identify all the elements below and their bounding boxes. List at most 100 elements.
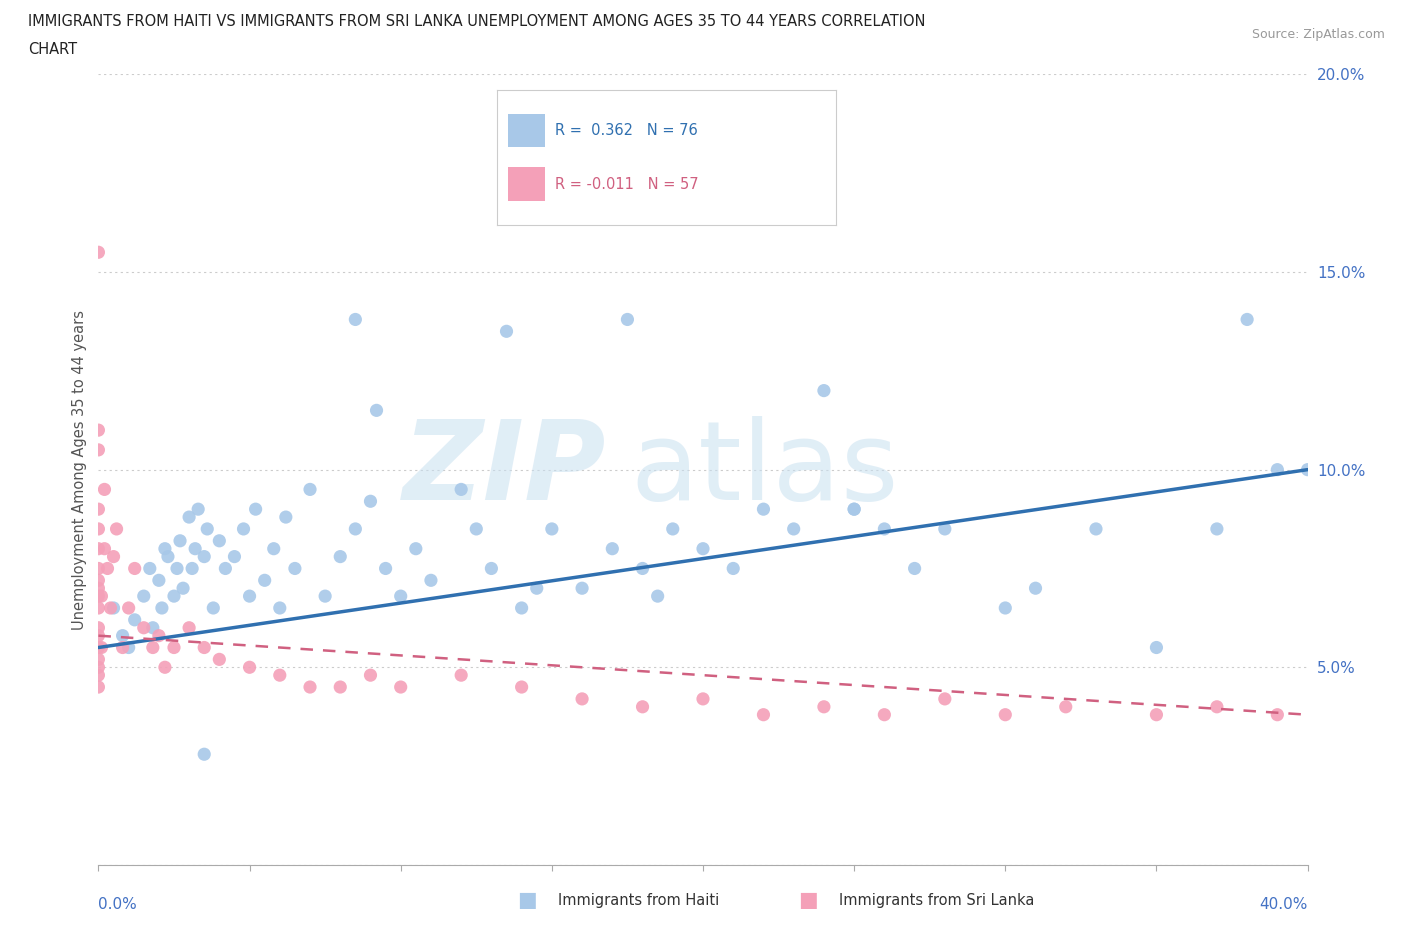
Point — [540, 522, 562, 537]
Point — [571, 692, 593, 707]
Point — [124, 612, 146, 627]
Point — [389, 680, 412, 695]
Point — [844, 502, 866, 517]
Point — [87, 601, 110, 616]
Point — [179, 620, 201, 635]
Point — [193, 640, 215, 655]
Point — [153, 660, 176, 675]
Point — [450, 482, 472, 497]
Point — [344, 312, 367, 327]
Point — [366, 403, 388, 418]
Point — [1206, 699, 1229, 714]
Point — [299, 482, 322, 497]
Point — [187, 502, 209, 517]
Point — [224, 549, 246, 564]
Point — [602, 541, 624, 556]
Point — [284, 561, 307, 576]
Point — [124, 561, 146, 576]
Point — [1146, 640, 1168, 655]
Text: ■: ■ — [517, 890, 537, 910]
Point — [87, 561, 110, 576]
Text: atlas: atlas — [630, 416, 898, 524]
Point — [96, 561, 118, 576]
Point — [156, 549, 179, 564]
Point — [647, 589, 669, 604]
Point — [1054, 699, 1077, 714]
Text: 40.0%: 40.0% — [1260, 897, 1308, 911]
Point — [813, 699, 835, 714]
Point — [269, 601, 291, 616]
Point — [118, 601, 141, 616]
Point — [87, 620, 110, 635]
Point — [148, 573, 170, 588]
Point — [87, 573, 110, 588]
Point — [314, 589, 336, 604]
Point — [1267, 462, 1289, 477]
Text: ZIP: ZIP — [402, 416, 606, 524]
Point — [752, 502, 775, 517]
Point — [329, 680, 352, 695]
Point — [510, 601, 533, 616]
Point — [163, 589, 186, 604]
Text: Immigrants from Sri Lanka: Immigrants from Sri Lanka — [839, 893, 1035, 908]
Point — [214, 561, 236, 576]
Text: Immigrants from Haiti: Immigrants from Haiti — [558, 893, 720, 908]
Point — [103, 549, 125, 564]
Point — [1296, 462, 1319, 477]
Point — [510, 680, 533, 695]
Point — [153, 541, 176, 556]
Text: 0.0%: 0.0% — [98, 897, 138, 911]
Point — [193, 747, 215, 762]
Point — [111, 640, 134, 655]
Point — [103, 601, 125, 616]
Point — [873, 522, 896, 537]
Point — [1206, 522, 1229, 537]
Point — [208, 534, 231, 549]
Point — [245, 502, 267, 517]
Point — [142, 640, 165, 655]
Point — [465, 522, 488, 537]
Point — [169, 534, 191, 549]
Point — [93, 482, 115, 497]
Point — [344, 522, 367, 537]
Point — [132, 620, 155, 635]
Y-axis label: Unemployment Among Ages 35 to 44 years: Unemployment Among Ages 35 to 44 years — [72, 310, 87, 630]
Point — [111, 629, 134, 644]
Point — [179, 510, 201, 525]
Point — [360, 494, 382, 509]
Point — [631, 561, 654, 576]
Point — [208, 652, 231, 667]
Text: ■: ■ — [799, 890, 818, 910]
Point — [274, 510, 297, 525]
Point — [481, 561, 503, 576]
Point — [269, 668, 291, 683]
Point — [87, 541, 110, 556]
Point — [616, 312, 638, 327]
Point — [87, 443, 110, 458]
Point — [105, 522, 128, 537]
Point — [132, 589, 155, 604]
Point — [1146, 707, 1168, 722]
Point — [873, 707, 896, 722]
Point — [1085, 522, 1108, 537]
Point — [93, 541, 115, 556]
Point — [202, 601, 225, 616]
Point — [844, 502, 866, 517]
Point — [692, 692, 714, 707]
Point — [752, 707, 775, 722]
Point — [526, 580, 548, 596]
Point — [263, 541, 285, 556]
Point — [118, 640, 141, 655]
Point — [420, 573, 443, 588]
Point — [1267, 707, 1289, 722]
Point — [181, 561, 204, 576]
Point — [405, 541, 427, 556]
Point — [87, 245, 110, 259]
Point — [692, 541, 714, 556]
Point — [450, 668, 472, 683]
Point — [232, 522, 254, 537]
Point — [87, 629, 110, 644]
Point — [239, 589, 262, 604]
Point — [195, 522, 218, 537]
Point — [87, 522, 110, 537]
